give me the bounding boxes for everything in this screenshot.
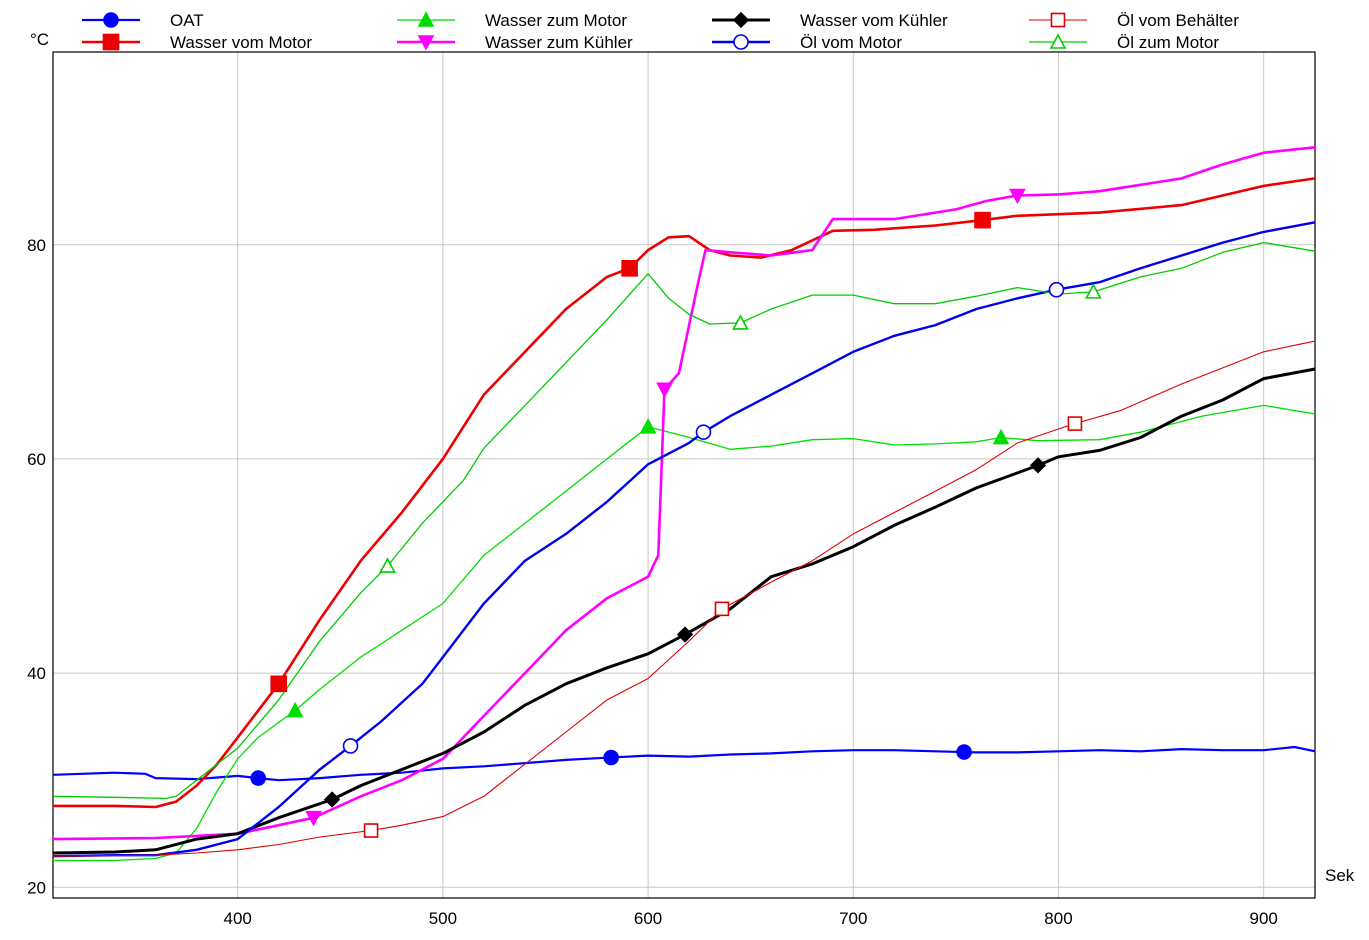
legend-item: Wasser vom Motor xyxy=(82,33,312,52)
series-4-marker xyxy=(656,382,673,399)
legend-item: OAT xyxy=(82,11,204,30)
series-6-marker xyxy=(342,738,359,754)
series-5-marker xyxy=(676,626,694,643)
series-5-marker xyxy=(323,791,341,808)
legend-item: Öl vom Behälter xyxy=(1029,11,1239,30)
series-1-line xyxy=(52,745,1316,782)
grid xyxy=(53,52,1315,898)
legend-label: Öl zum Motor xyxy=(1117,33,1219,52)
legend-swatch-marker xyxy=(102,33,120,51)
series-6-line xyxy=(52,221,1316,858)
x-tick-label: 900 xyxy=(1250,909,1278,928)
series-7-marker xyxy=(1067,416,1083,431)
series-4-marker xyxy=(1009,188,1026,205)
series-2-marker xyxy=(974,211,991,229)
series-2-marker xyxy=(621,260,638,277)
series-3-marker xyxy=(992,428,1010,445)
x-tick-label: 400 xyxy=(223,909,251,928)
y-tick-label: 40 xyxy=(27,664,46,683)
y-axis-unit: °C xyxy=(30,30,49,49)
x-tick-label: 500 xyxy=(429,909,457,928)
series-1-marker xyxy=(250,770,267,786)
legend-label: Öl vom Motor xyxy=(800,33,902,52)
legend: OAT Wasser vom Motor Wasser zum Motor Wasse… xyxy=(82,11,1239,52)
series-8-marker xyxy=(379,557,396,573)
series-7-marker xyxy=(714,601,730,617)
x-tick-label: 800 xyxy=(1044,909,1072,928)
series-1-marker xyxy=(603,749,619,766)
series-1-marker xyxy=(956,744,972,760)
x-tick-label: 600 xyxy=(634,909,662,928)
series-6-marker xyxy=(1048,281,1065,298)
marker-group xyxy=(250,188,1102,838)
legend-label: OAT xyxy=(170,11,204,30)
legend-swatch-marker xyxy=(733,34,749,50)
legend-swatch-marker xyxy=(1050,12,1066,28)
legend-item: Öl zum Motor xyxy=(1029,33,1219,52)
axis-ticks: 400 500 600 700 800 900 20 40 60 80 xyxy=(27,236,1278,928)
x-axis-unit: Sek xyxy=(1325,866,1355,885)
series-2-line xyxy=(53,177,1316,809)
legend-label: Wasser zum Motor xyxy=(485,11,627,30)
series-3-marker xyxy=(286,701,304,718)
legend-swatch-marker xyxy=(103,12,119,28)
legend-item: Wasser zum Motor xyxy=(397,11,627,30)
series-8-line xyxy=(52,241,1316,800)
series-5-line xyxy=(52,367,1316,855)
series-8-marker xyxy=(1085,283,1102,299)
legend-label: Wasser zum Kühler xyxy=(485,33,633,52)
series-2-marker xyxy=(270,675,288,693)
legend-item: Öl vom Motor xyxy=(712,33,902,52)
y-tick-label: 80 xyxy=(27,236,46,255)
legend-swatch-marker xyxy=(417,35,435,51)
x-tick-label: 700 xyxy=(839,909,867,928)
series-group xyxy=(52,146,1316,862)
series-6-marker xyxy=(695,424,712,440)
legend-label: Öl vom Behälter xyxy=(1117,11,1239,30)
series-4-line xyxy=(52,146,1316,841)
legend-swatch-marker xyxy=(732,11,750,29)
series-8-marker xyxy=(732,314,749,330)
legend-item: Wasser zum Kühler xyxy=(397,33,633,52)
legend-swatch-marker xyxy=(417,11,435,27)
series-5-marker xyxy=(1029,457,1047,474)
series-3-marker xyxy=(639,418,657,434)
series-4-marker xyxy=(305,810,322,827)
y-tick-label: 20 xyxy=(27,878,46,897)
series-7-marker xyxy=(363,823,379,838)
series-7-line xyxy=(52,340,1316,857)
legend-label: Wasser vom Kühler xyxy=(800,11,948,30)
legend-swatch-marker xyxy=(1049,33,1067,49)
plot-frame xyxy=(52,51,1316,899)
legend-label: Wasser vom Motor xyxy=(170,33,312,52)
legend-item: Wasser vom Kühler xyxy=(712,11,948,30)
y-tick-label: 60 xyxy=(27,450,46,469)
